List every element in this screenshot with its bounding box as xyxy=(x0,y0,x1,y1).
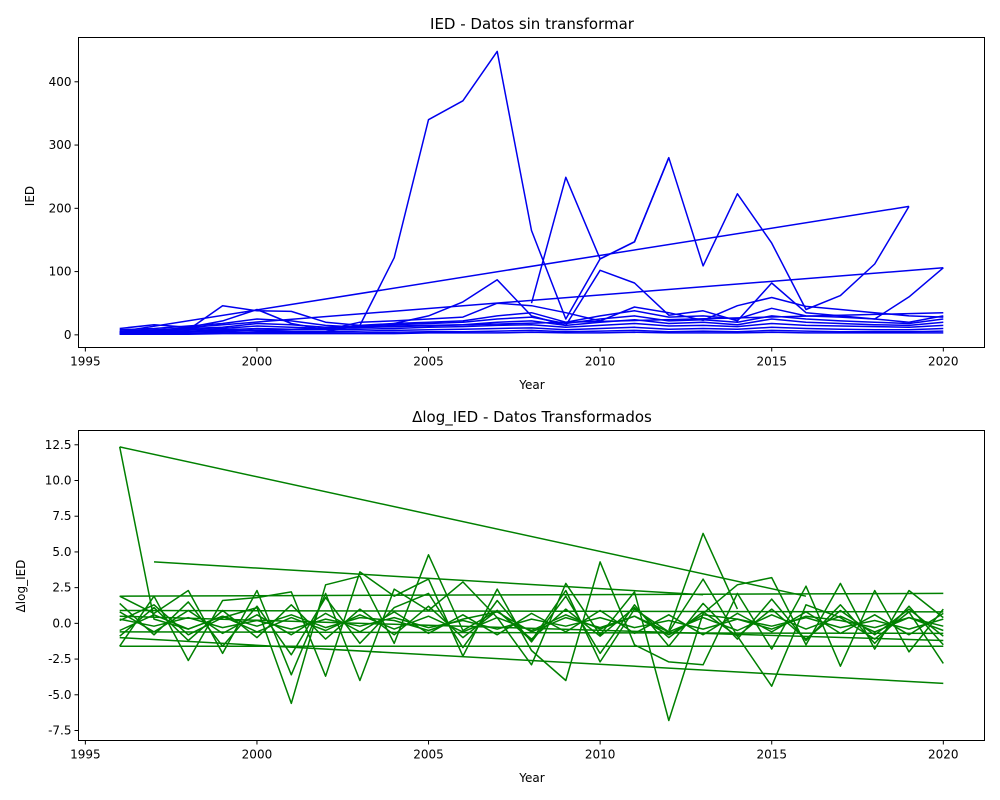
series-line xyxy=(119,561,944,682)
series-line xyxy=(119,636,944,685)
series-line xyxy=(119,318,944,334)
y-tick-label: 0 xyxy=(64,328,72,342)
series-line xyxy=(119,307,944,331)
series-line xyxy=(119,322,944,334)
y-tick-label: 300 xyxy=(49,138,72,152)
series-line xyxy=(119,576,944,722)
x-tick-label: 2010 xyxy=(585,748,616,762)
plot-lines xyxy=(118,446,944,722)
y-tick-label: 12.5 xyxy=(45,438,72,452)
x-tick-label: 2005 xyxy=(413,355,444,369)
y-tick-label: -7.5 xyxy=(48,724,71,738)
y-axis-label: Δlog_IED xyxy=(14,560,28,613)
y-tick-label: 10.0 xyxy=(45,474,72,488)
x-axis-label: Year xyxy=(518,378,544,392)
series-line xyxy=(119,326,944,335)
series-line xyxy=(119,446,807,597)
series-line xyxy=(119,554,944,705)
y-tick-label: 2.5 xyxy=(52,581,71,595)
x-tick-label: 2020 xyxy=(928,355,959,369)
series-line xyxy=(119,592,944,597)
x-axis-label: Year xyxy=(518,771,544,785)
series-line xyxy=(119,267,944,334)
y-axis-label: IED xyxy=(23,186,37,206)
x-tick-label: 2020 xyxy=(928,748,959,762)
chart-title: Δlog_IED - Datos Transformados xyxy=(412,408,652,427)
plot-frame xyxy=(78,430,985,741)
y-tick-label: 100 xyxy=(49,265,72,279)
x-tick-label: 2000 xyxy=(242,748,273,762)
axis-ticks: 1995 2000 2005 2010 2015 2020 -7.5 -5.0 -2.5 0.0 2… xyxy=(45,438,959,762)
x-tick-label: 1995 xyxy=(70,748,101,762)
y-tick-label: 400 xyxy=(49,75,72,89)
y-tick-label: 0.0 xyxy=(52,616,71,630)
plot-frame xyxy=(78,37,985,348)
series-line xyxy=(119,604,944,642)
x-tick-label: 2010 xyxy=(585,355,616,369)
x-tick-label: 2000 xyxy=(242,355,273,369)
x-tick-label: 2015 xyxy=(756,748,787,762)
chart-dlog-ied: Δlog_IED - Datos Transformados Year Δlog… xyxy=(14,408,985,785)
series-line xyxy=(119,296,944,331)
y-tick-label: 5.0 xyxy=(52,545,71,559)
series-line xyxy=(119,615,944,642)
series-line xyxy=(119,609,944,613)
x-tick-label: 2005 xyxy=(413,748,444,762)
series-line xyxy=(119,631,944,635)
axis-ticks: 1995 2000 2005 2010 2015 2020 0 100 200 300 400 xyxy=(49,75,959,369)
x-tick-label: 2015 xyxy=(756,355,787,369)
series-line xyxy=(530,157,670,304)
plot-lines xyxy=(119,50,944,335)
chart-title: IED - Datos sin transformar xyxy=(430,15,635,33)
chart-ied-raw: IED - Datos sin transformar Year IED 199… xyxy=(23,15,985,392)
x-tick-label: 1995 xyxy=(70,355,101,369)
y-tick-label: 7.5 xyxy=(52,509,71,523)
series-line xyxy=(119,267,944,334)
series-line xyxy=(119,331,944,335)
series-line xyxy=(119,315,944,332)
y-tick-label: -2.5 xyxy=(48,652,71,666)
series-line xyxy=(668,532,739,631)
y-tick-label: -5.0 xyxy=(48,688,71,702)
y-tick-label: 200 xyxy=(49,201,72,215)
series-line xyxy=(119,329,944,335)
series-line xyxy=(119,592,944,656)
